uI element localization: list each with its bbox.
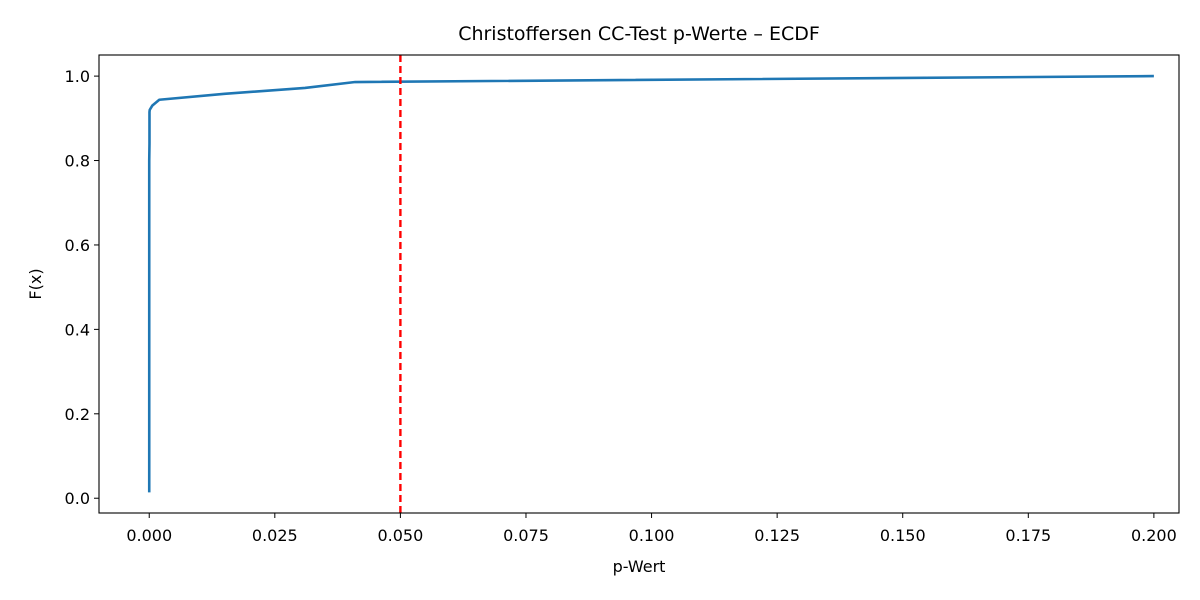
plot-area	[147, 55, 1154, 513]
x-axis-label: p-Wert	[613, 557, 666, 576]
x-tick-label: 0.050	[377, 526, 423, 545]
y-tick-label: 0.4	[65, 320, 90, 339]
y-tick-label: 0.8	[65, 152, 90, 171]
ecdf-line	[147, 74, 1154, 493]
x-tick-label: 0.175	[1005, 526, 1051, 545]
plot-frame	[98, 54, 1180, 514]
y-axis-label: F(x)	[26, 268, 45, 299]
x-tick-label: 0.150	[880, 526, 926, 545]
chart-title: Christoffersen CC-Test p-Werte – ECDF	[458, 23, 820, 45]
y-tick-label: 0.0	[65, 489, 90, 508]
y-axis: 0.0 0.2 0.4 0.6 0.8 1.0	[65, 67, 99, 508]
x-tick-label: 0.000	[126, 526, 172, 545]
x-axis: 0.000 0.025 0.050 0.075 0.100 0.125 0.150 0.175…	[126, 513, 1177, 545]
y-tick-label: 0.2	[65, 405, 90, 424]
x-tick-label: 0.200	[1131, 526, 1177, 545]
y-tick-label: 1.0	[65, 67, 90, 86]
y-tick-label: 0.6	[65, 236, 90, 255]
x-tick-label: 0.100	[629, 526, 675, 545]
x-tick-label: 0.075	[503, 526, 549, 545]
x-tick-label: 0.125	[754, 526, 800, 545]
x-tick-label: 0.025	[252, 526, 298, 545]
